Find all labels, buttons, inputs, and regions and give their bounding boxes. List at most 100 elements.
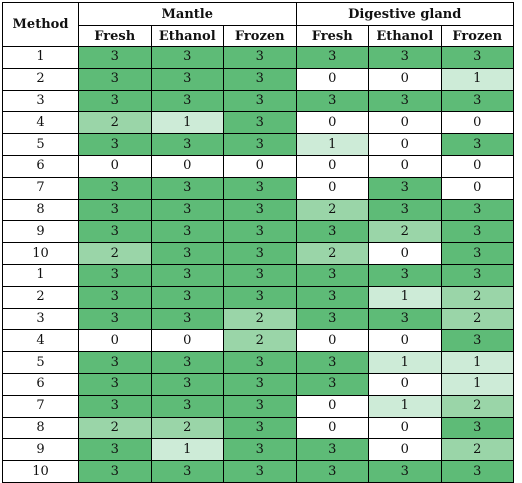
method-cell: 4 [2, 329, 79, 353]
header-digestive-frozen: Frozen [440, 25, 514, 47]
method-cell: 1 [2, 46, 79, 69]
score-cell: 3 [150, 198, 224, 222]
score-cell: 3 [78, 133, 152, 156]
score-cell: 3 [150, 351, 224, 374]
score-cell: 1 [368, 285, 442, 309]
score-cell: 2 [440, 438, 514, 462]
score-cell: 3 [150, 220, 224, 244]
score-cell: 3 [223, 285, 297, 309]
score-cell: 3 [223, 220, 297, 244]
score-cell: 3 [223, 394, 297, 418]
score-cell: 3 [440, 133, 514, 156]
header-digestive-fresh: Fresh [295, 25, 369, 47]
score-cell: 3 [223, 242, 297, 265]
table-row: 10 2 3 3 2 0 3 [2, 242, 514, 265]
score-cell: 2 [223, 329, 297, 353]
score-cell: 3 [295, 263, 369, 287]
score-cell: 3 [78, 220, 152, 244]
score-cell: 3 [440, 89, 514, 113]
score-cell: 3 [368, 198, 442, 222]
score-cell: 3 [295, 372, 369, 396]
score-cell: 3 [295, 460, 369, 483]
header-group-digestive-gland: Digestive gland [295, 2, 514, 26]
score-cell: 3 [78, 394, 152, 418]
score-cell: 2 [78, 242, 152, 265]
score-cell: 3 [295, 220, 369, 244]
score-cell: 3 [150, 307, 224, 331]
score-cell: 2 [440, 394, 514, 418]
method-cell: 8 [2, 198, 79, 222]
results-table: Method Mantle Digestive gland Fresh Etha… [2, 2, 514, 483]
score-cell: 3 [223, 89, 297, 113]
score-cell: 0 [150, 154, 224, 178]
score-cell: 2 [78, 111, 152, 135]
score-cell: 3 [440, 263, 514, 287]
score-cell: 3 [368, 263, 442, 287]
score-cell: 0 [78, 154, 152, 178]
score-cell: 3 [223, 176, 297, 200]
score-cell: 3 [223, 372, 297, 396]
score-cell: 3 [223, 263, 297, 287]
score-cell: 3 [368, 89, 442, 113]
header-mantle-frozen: Frozen [223, 25, 297, 47]
score-cell: 3 [368, 46, 442, 69]
score-cell: 0 [440, 154, 514, 178]
method-cell: 8 [2, 416, 79, 440]
method-cell: 5 [2, 351, 79, 374]
score-cell: 3 [150, 394, 224, 418]
score-cell: 2 [440, 285, 514, 309]
score-cell: 3 [295, 351, 369, 374]
score-cell: 3 [78, 438, 152, 462]
score-cell: 1 [440, 67, 514, 91]
score-cell: 3 [440, 329, 514, 353]
score-cell: 0 [150, 329, 224, 353]
score-cell: 3 [223, 133, 297, 156]
header-mantle-fresh: Fresh [78, 25, 152, 47]
score-cell: 3 [295, 46, 369, 69]
score-cell: 2 [78, 416, 152, 440]
score-cell: 0 [440, 111, 514, 135]
method-cell: 4 [2, 111, 79, 135]
score-cell: 0 [78, 329, 152, 353]
method-cell: 7 [2, 176, 79, 200]
score-cell: 2 [223, 307, 297, 331]
score-cell: 3 [440, 220, 514, 244]
score-cell: 3 [150, 67, 224, 91]
score-cell: 2 [295, 242, 369, 265]
score-cell: 3 [78, 285, 152, 309]
score-cell: 3 [78, 46, 152, 69]
score-cell: 2 [440, 307, 514, 331]
header-mantle-ethanol: Ethanol [150, 25, 224, 47]
method-cell: 5 [2, 133, 79, 156]
score-cell: 3 [150, 372, 224, 396]
table-header: Method Mantle Digestive gland Fresh Etha… [2, 2, 514, 47]
score-cell: 0 [295, 176, 369, 200]
score-cell: 3 [223, 351, 297, 374]
score-cell: 0 [295, 154, 369, 178]
score-cell: 3 [295, 438, 369, 462]
method-cell: 9 [2, 220, 79, 244]
score-cell: 2 [368, 220, 442, 244]
score-cell: 1 [150, 111, 224, 135]
score-cell: 1 [440, 372, 514, 396]
score-cell: 0 [368, 372, 442, 396]
method-cell: 9 [2, 438, 79, 462]
score-cell: 3 [295, 285, 369, 309]
method-cell: 3 [2, 307, 79, 331]
score-cell: 1 [295, 133, 369, 156]
score-cell: 0 [368, 329, 442, 353]
score-cell: 2 [150, 416, 224, 440]
score-cell: 3 [223, 438, 297, 462]
score-cell: 0 [295, 67, 369, 91]
